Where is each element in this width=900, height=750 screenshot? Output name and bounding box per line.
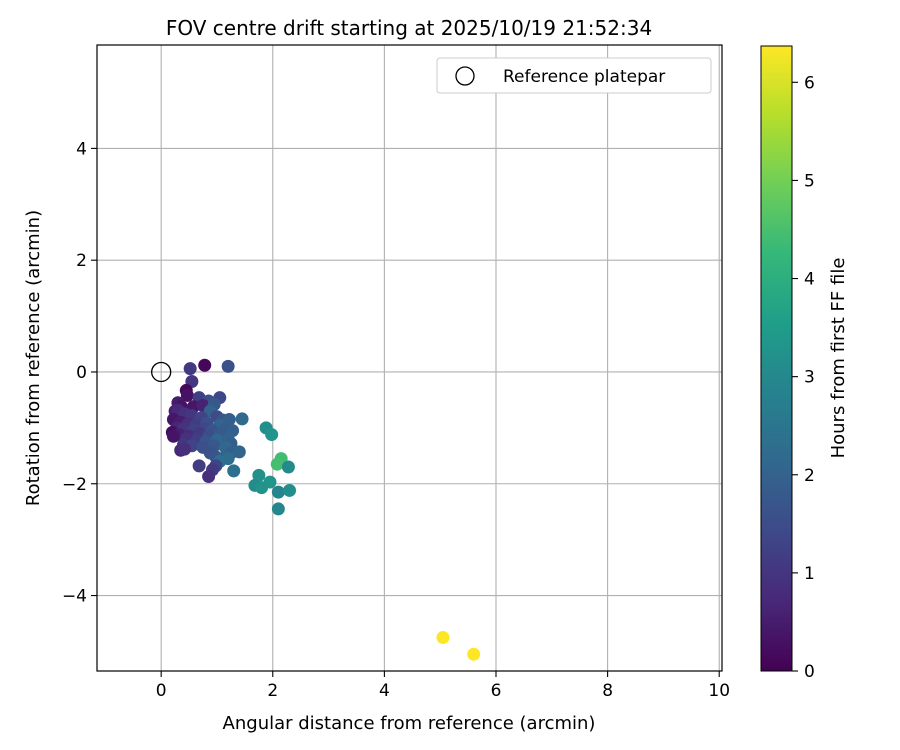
colorbar: 0 1 2 3 4 5 6 Hours from first FF file (760, 45, 849, 682)
data-point (166, 429, 180, 443)
plot-area (97, 45, 722, 671)
data-point (436, 630, 450, 644)
colorbar-gradient (760, 45, 793, 672)
x-tick-label: 10 (708, 681, 730, 701)
colorbar-tick-label: 2 (804, 466, 815, 486)
colorbar-tick-label: 3 (804, 368, 815, 388)
legend-marker-reference (455, 66, 475, 86)
legend-box (436, 57, 712, 94)
x-tick-label: 4 (379, 681, 390, 701)
colorbar-ticks: 0 1 2 3 4 5 6 (792, 73, 815, 682)
colorbar-tick-label: 6 (804, 73, 815, 93)
data-point (178, 442, 192, 456)
data-point (283, 483, 297, 497)
x-tick-label: 0 (156, 681, 167, 701)
scatter-points (151, 358, 481, 661)
data-point (221, 359, 235, 373)
colorbar-label: Hours from first FF file (828, 258, 849, 459)
data-point (252, 468, 266, 482)
reference-platepar-marker (151, 361, 172, 383)
data-point (270, 457, 284, 471)
data-point (183, 362, 197, 376)
y-tick-label: 0 (76, 363, 87, 383)
data-point (192, 459, 206, 473)
data-point (202, 469, 216, 483)
x-axis-label: Angular distance from reference (arcmin) (223, 713, 596, 734)
x-tick-label: 2 (267, 681, 278, 701)
y-tick-label: −4 (62, 587, 87, 607)
grid (97, 45, 722, 671)
data-point (198, 358, 212, 372)
colorbar-tick-label: 0 (804, 662, 815, 682)
data-point (467, 647, 481, 661)
plot-frame (96, 44, 723, 672)
y-axis-ticks: −4 −2 0 2 4 (62, 139, 97, 607)
data-point (281, 460, 295, 474)
data-point (180, 388, 194, 402)
y-tick-label: 2 (76, 251, 87, 271)
x-tick-label: 6 (491, 681, 502, 701)
y-tick-label: −2 (62, 475, 87, 495)
colorbar-tick-label: 5 (804, 171, 815, 191)
x-axis-ticks: 0 2 4 6 8 10 (156, 671, 730, 701)
data-point (232, 445, 246, 459)
y-axis-label: Rotation from reference (arcmin) (23, 210, 44, 506)
data-point (271, 485, 285, 499)
y-tick-label: 4 (76, 139, 87, 159)
colorbar-tick-label: 4 (804, 270, 815, 290)
data-point (265, 428, 279, 442)
legend: Reference platepar (436, 57, 712, 94)
colorbar-tick-label: 1 (804, 564, 815, 584)
data-point (255, 481, 269, 495)
data-point (235, 412, 249, 426)
legend-label-reference: Reference platepar (503, 67, 665, 87)
chart-title: FOV centre drift starting at 2025/10/19 … (166, 16, 652, 40)
x-tick-label: 8 (602, 681, 613, 701)
data-point (271, 502, 285, 516)
data-point (227, 464, 241, 478)
